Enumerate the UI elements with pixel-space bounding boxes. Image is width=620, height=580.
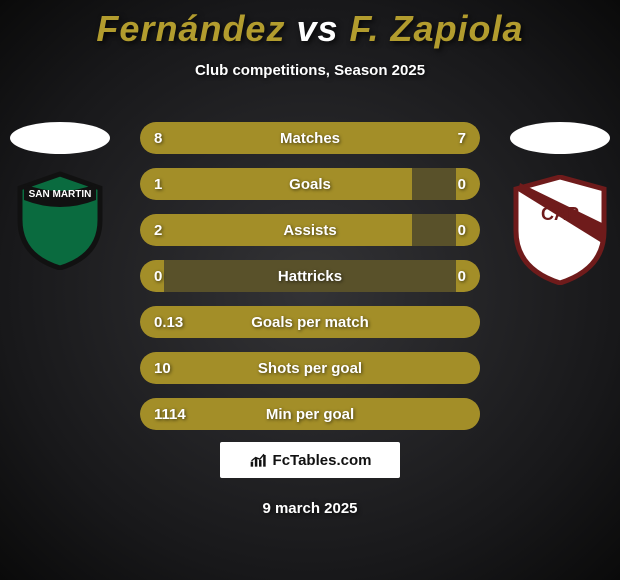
stat-value-right: 0 xyxy=(378,176,480,193)
stat-label: Goals xyxy=(242,176,378,193)
team2-badge: CAP xyxy=(510,180,610,280)
brand-text: FcTables.com xyxy=(273,452,372,469)
stat-row: 10Shots per goal xyxy=(140,352,480,384)
stat-value-left: 1 xyxy=(140,176,242,193)
subtitle: Club competitions, Season 2025 xyxy=(0,62,620,79)
stat-value-left: 1114 xyxy=(140,406,242,423)
stat-label: Matches xyxy=(242,130,378,147)
team1-badge: SAN MARTIN xyxy=(10,170,110,270)
stat-label: Hattricks xyxy=(242,268,378,285)
comparison-title: Fernández vs F. Zapiola xyxy=(0,0,620,50)
player1-head-placeholder xyxy=(10,122,110,154)
stat-row: 2Assists0 xyxy=(140,214,480,246)
brand-chart-icon xyxy=(249,451,269,469)
stat-value-right: 7 xyxy=(378,130,480,147)
svg-text:CAP: CAP xyxy=(541,204,579,224)
match-date: 9 march 2025 xyxy=(0,500,620,517)
stat-row: 8Matches7 xyxy=(140,122,480,154)
stat-row: 0Hattricks0 xyxy=(140,260,480,292)
stat-label: Min per goal xyxy=(242,406,378,423)
svg-text:SAN MARTIN: SAN MARTIN xyxy=(29,189,92,200)
player1-name: Fernández xyxy=(96,8,285,49)
vs-label: vs xyxy=(296,8,338,49)
stat-value-left: 8 xyxy=(140,130,242,147)
stats-list: 8Matches71Goals02Assists00Hattricks00.13… xyxy=(140,122,480,430)
player2-head-placeholder xyxy=(510,122,610,154)
stat-label: Goals per match xyxy=(242,314,378,331)
player2-name: F. Zapiola xyxy=(350,8,524,49)
stat-label: Assists xyxy=(242,222,378,239)
stat-value-left: 2 xyxy=(140,222,242,239)
stat-value-right: 0 xyxy=(378,268,480,285)
stat-value-right: 0 xyxy=(378,222,480,239)
stat-value-left: 10 xyxy=(140,360,242,377)
stat-row: 1Goals0 xyxy=(140,168,480,200)
stat-row: 0.13Goals per match xyxy=(140,306,480,338)
brand-badge: FcTables.com xyxy=(220,442,400,478)
stat-row: 1114Min per goal xyxy=(140,398,480,430)
stat-value-left: 0.13 xyxy=(140,314,242,331)
stat-label: Shots per goal xyxy=(242,360,378,377)
stat-value-left: 0 xyxy=(140,268,242,285)
